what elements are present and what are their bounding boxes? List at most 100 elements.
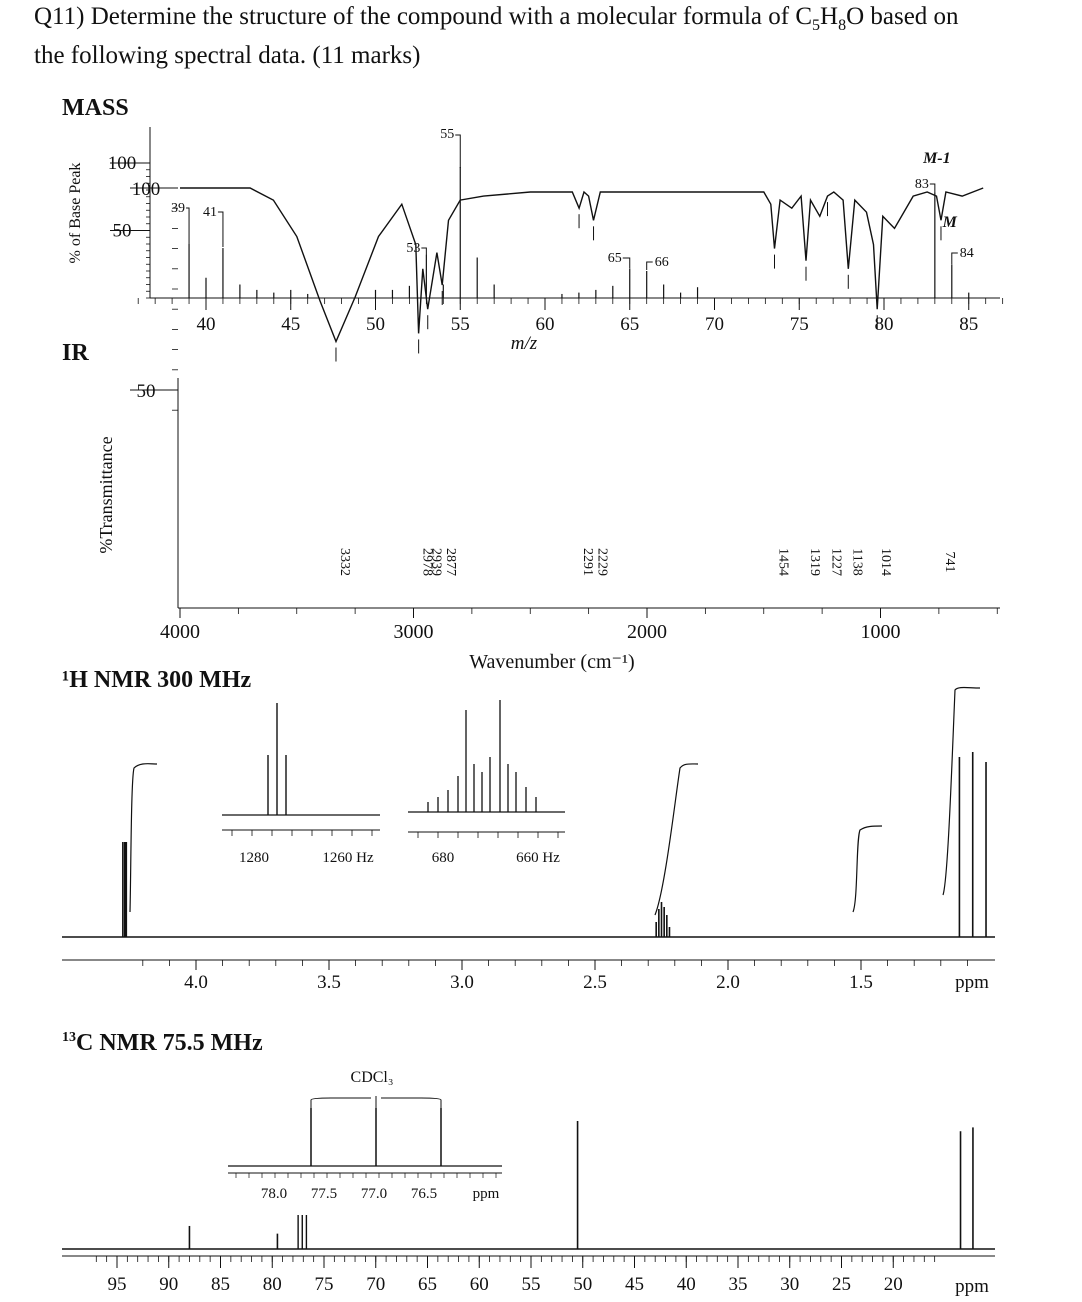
ir-band-label: 3332 [337,548,352,576]
cnmr-inset-tick-label: 77.0 [361,1186,387,1202]
cnmr-title-text: C NMR 75.5 MHz [76,1030,263,1056]
hnmr-x-tick-label: 4.0 [184,972,208,993]
cnmr-x-tick-label: 95 [108,1274,127,1295]
mass-peak-label: 84 [960,246,974,261]
mass-x-tick-label: 75 [790,314,809,335]
mass-x-tick-label: 70 [705,314,724,335]
hnmr-x-tick-label: 1.5 [849,972,873,993]
hnmr-x-tick-label: 2.0 [716,972,740,993]
cnmr-x-tick-label: 55 [522,1274,541,1295]
ir-band-label: 2978 [420,548,435,576]
formula-subscript-5: 5 [812,17,821,34]
hnmr-integral-2 [654,763,699,916]
mass-peak-label: 65 [608,251,622,266]
mass-peak-label: 55 [440,127,454,142]
ir-band-label: 1454 [775,548,790,576]
ir-title: IR [62,340,89,366]
formula-subscript-8: 8 [838,17,847,34]
hnmr-x-tick-label: 3.5 [317,972,341,993]
cnmr-x-tick-label: 45 [625,1274,644,1295]
formula-h: H [820,3,839,30]
cnmr-x-tick-label: 75 [315,1274,334,1295]
mass-x-tick-label: 40 [197,314,216,335]
mass-x-tick-label: 55 [451,314,470,335]
ir-band-label: 2939 [429,548,444,576]
hnmr-title: ¹H NMR 300 MHz [62,667,252,693]
ir-x-tick-label: 4000 [160,621,200,643]
mass-peak-leader [929,183,936,193]
cnmr-x-tick-label: 70 [366,1274,385,1295]
mass-peak-label: 39 [171,201,185,216]
mass-peak-label: 83 [915,177,929,192]
question-text: Q11) Determine the structure of the comp… [34,2,1074,71]
cnmr-inset-bracket [310,1097,371,1108]
cnmr-x-tick-label: 85 [211,1274,230,1295]
hnmr-integral-1 [129,763,158,913]
ir-spectrum-line [180,187,984,344]
ir-x-tick-label: 1000 [861,621,901,643]
hnmr-inset1-tick-label: 1280 [239,850,269,866]
ir-band-label: 2291 [580,548,595,576]
question-line-1: Q11) Determine the structure of the comp… [34,2,1074,41]
ir-band-label: 2877 [443,548,458,576]
mass-annotation-m-minus-1: M-1 [922,150,951,167]
mass-peak-label: 41 [203,205,217,220]
mass-peak-leader [455,134,461,168]
ir-x-tick-label: 2000 [627,621,667,643]
hnmr-unit-label: ppm [955,972,989,993]
hnmr-x-tick-label: 3.0 [450,972,474,993]
cnmr-inset-tick-label: 77.5 [311,1186,337,1202]
mass-x-tick-label: 80 [875,314,894,335]
question-text-b: O based on [846,3,959,30]
mass-x-axis-label: m/z [511,333,538,354]
ir-band-label: 1227 [828,548,843,576]
cnmr-title: 13C NMR 75.5 MHz [62,1030,263,1057]
cnmr-x-tick-label: 40 [677,1274,696,1295]
ir-band-label: 1319 [807,548,822,576]
mass-peak-leader [622,257,631,268]
ir-band-label: 2229 [595,548,610,576]
cnmr-unit-label: ppm [955,1276,989,1297]
cnmr-inset-tick-label: 76.5 [411,1186,437,1202]
cnmr-x-tick-label: 60 [470,1274,489,1295]
cnmr-x-tick-label: 30 [780,1274,799,1295]
question-text-a: Q11) Determine the structure of the comp… [34,3,813,30]
mass-x-tick-label: 85 [959,314,978,335]
cnmr-x-tick-label: 80 [263,1274,282,1295]
hnmr-inset2-tick-label: 660 Hz [516,850,560,866]
mass-peak-label: 66 [655,255,669,270]
cnmr-inset-bracket [381,1097,442,1108]
hnmr-inset2-tick-label: 680 [432,850,455,866]
mass-x-tick-label: 65 [620,314,639,335]
cnmr-inset-unit-label: ppm [473,1186,500,1202]
ir-x-tick-label: 3000 [394,621,434,643]
mass-peak-leader [951,252,958,264]
hnmr-integral-3 [852,825,883,913]
ir-y-tick-label: 100 [132,179,161,200]
mass-y-axis-label: % of Base Peak [67,163,84,264]
cnmr-x-tick-label: 25 [832,1274,851,1295]
ir-band-label: 1138 [849,548,864,575]
mass-peak-label: 53 [406,241,420,256]
mass-x-tick-label: 50 [366,314,385,335]
mass-peak-leader [646,261,653,270]
cnmr-title-sup: 13 [62,1030,76,1045]
mass-peak-leader [421,247,427,255]
mass-x-tick-label: 45 [281,314,300,335]
ir-band-label: 1014 [878,548,893,576]
cnmr-x-tick-label: 50 [573,1274,592,1295]
cnmr-inset-tick-label: 78.0 [261,1186,287,1202]
hnmr-integral-4 [942,686,981,896]
ir-y-axis-label: %Transmittance [96,436,116,553]
cnmr-x-tick-label: 90 [159,1274,178,1295]
mass-annotation-m: M [942,214,958,231]
mass-y-tick-label: 50 [113,221,132,242]
question-line-2: the following spectral data. (11 marks) [34,42,421,69]
cnmr-x-tick-label: 35 [729,1274,748,1295]
hnmr-x-tick-label: 2.5 [583,972,607,993]
mass-title: MASS [62,95,129,121]
mass-peak-leader [186,207,190,244]
cnmr-x-tick-label: 20 [884,1274,903,1295]
ir-band-label: 741 [942,552,957,573]
